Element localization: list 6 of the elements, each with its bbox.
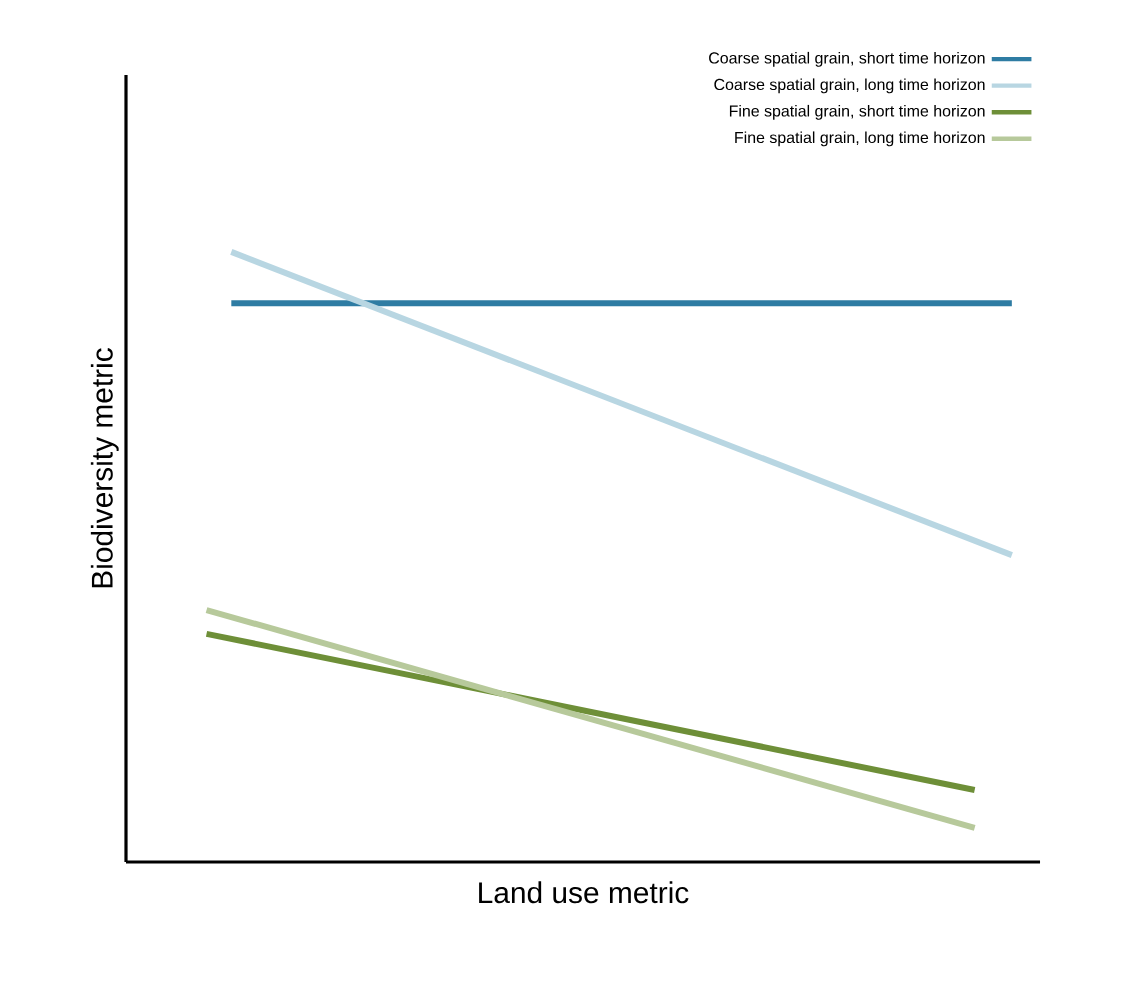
x-axis-title: Land use metric	[479, 881, 689, 904]
legend-label: Fine spatial grain, short time horizon	[729, 104, 985, 120]
y-axis-title: Biodiversity metric	[90, 348, 119, 588]
legend-label: Fine spatial grain, long time horizon	[735, 131, 985, 147]
legend-label: Coarse spatial grain, long time horizon	[714, 78, 985, 94]
legend-label: Coarse spatial grain, short time horizon	[709, 51, 985, 67]
